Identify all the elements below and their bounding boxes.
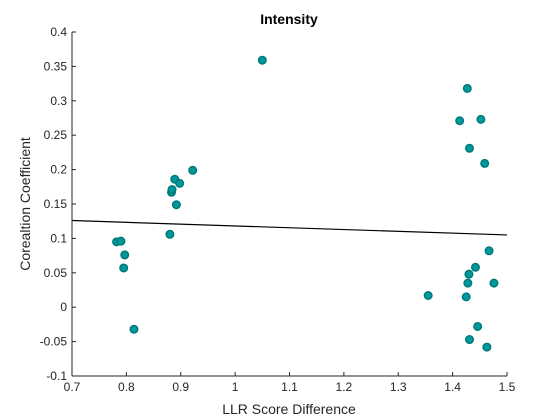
y-tick-label: 0 <box>60 300 67 314</box>
data-point <box>175 178 185 188</box>
x-tick-label: 0.7 <box>64 380 81 394</box>
data-point <box>462 83 472 93</box>
x-tick-label: 1 <box>232 380 239 394</box>
data-point <box>473 321 483 331</box>
data-point <box>188 165 198 175</box>
trend-line-layer <box>71 219 508 236</box>
data-points-layer <box>112 55 499 352</box>
y-tick-label: 0.05 <box>44 266 68 280</box>
x-axis-ticks: 0.7 0.8 0.9 1 1.1 1.2 1.3 1.4 1.5 <box>64 372 516 394</box>
y-tick-label: -0.05 <box>40 335 68 349</box>
data-point <box>116 236 126 246</box>
data-point <box>482 342 492 352</box>
plot-background <box>72 32 507 376</box>
data-point <box>464 269 474 279</box>
y-tick-label: 0.1 <box>50 231 67 245</box>
data-point <box>120 250 130 260</box>
x-tick-label: 1.1 <box>281 380 298 394</box>
axes: 0.7 0.8 0.9 1 1.1 1.2 1.3 1.4 1.5 -0.1 -0.05 0 0.05… <box>40 25 516 394</box>
data-point <box>165 229 175 239</box>
data-point <box>257 55 267 65</box>
y-axis-ticks: -0.1 -0.05 0 0.05 0.1 0.15 0.2 0.25 0.3 0.35 0.4 <box>40 25 76 383</box>
data-point <box>464 335 474 345</box>
data-point <box>476 114 486 124</box>
y-tick-label: 0.15 <box>44 197 68 211</box>
data-point <box>129 324 139 334</box>
data-point <box>489 278 499 288</box>
x-tick-label: 1.4 <box>444 380 461 394</box>
y-tick-label: 0.25 <box>44 128 68 142</box>
x-tick-label: 1.2 <box>336 380 353 394</box>
x-tick-label: 0.9 <box>172 380 189 394</box>
data-point <box>455 116 465 126</box>
data-point <box>470 262 480 272</box>
y-tick-label: -0.1 <box>46 369 67 383</box>
data-point <box>463 278 473 288</box>
x-axis-label: LLR Score Difference <box>222 401 356 417</box>
x-tick-label: 1.3 <box>390 380 407 394</box>
plot-area <box>71 32 508 376</box>
data-point <box>423 291 433 301</box>
chart-title: Intensity <box>260 11 318 27</box>
y-tick-label: 0.35 <box>44 59 68 73</box>
data-point <box>167 185 177 195</box>
y-tick-label: 0.3 <box>50 94 67 108</box>
y-tick-label: 0.2 <box>50 163 67 177</box>
data-point <box>461 292 471 302</box>
x-tick-label: 0.8 <box>118 380 135 394</box>
data-point <box>464 143 474 153</box>
data-point <box>484 246 494 256</box>
x-tick-label: 1.5 <box>499 380 516 394</box>
y-tick-label: 0.4 <box>50 25 67 39</box>
trend-line <box>71 219 508 236</box>
y-axis-label: Corealtion Coefficient <box>17 137 33 271</box>
data-point <box>119 263 129 273</box>
data-point <box>480 158 490 168</box>
data-point <box>171 200 181 210</box>
